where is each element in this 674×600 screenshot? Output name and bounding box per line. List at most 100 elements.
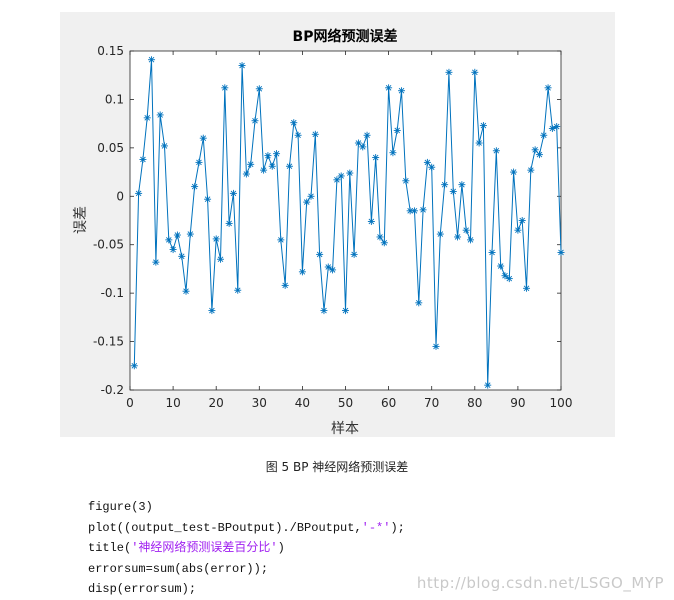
data-point-marker [540, 131, 548, 139]
data-point-marker [445, 68, 453, 76]
code-line-4: errorsum=sum(abs(error)); [88, 561, 269, 576]
data-point-marker [337, 172, 345, 180]
data-point-marker [389, 149, 397, 157]
data-point-marker [311, 130, 319, 138]
data-point-marker [208, 307, 216, 315]
data-point-marker [204, 195, 212, 203]
data-point-marker [492, 147, 500, 155]
data-point-marker [406, 207, 414, 215]
x-tick-label: 20 [209, 396, 224, 410]
plot-area [130, 51, 561, 390]
data-point-marker [152, 258, 160, 266]
data-point-marker [350, 250, 358, 258]
data-point-marker [160, 142, 168, 150]
data-point-marker [182, 287, 190, 295]
data-point-marker [553, 123, 561, 131]
data-point-marker [531, 146, 539, 154]
data-point-marker [466, 236, 474, 244]
x-tick-label: 10 [165, 396, 180, 410]
x-tick-label: 30 [252, 396, 267, 410]
data-point-marker [484, 381, 492, 389]
x-tick-label: 100 [550, 396, 573, 410]
data-point-marker [527, 166, 535, 174]
data-point-marker [385, 84, 393, 92]
code-line-3: title('神经网络预测误差百分比') [88, 541, 285, 555]
data-point-marker [380, 239, 388, 247]
data-point-marker [510, 168, 518, 176]
data-point-marker [212, 235, 220, 243]
x-axis-label: 样本 [331, 421, 359, 437]
y-tick-label: -0.2 [101, 383, 124, 397]
data-point-marker [393, 126, 401, 134]
data-point-marker [557, 248, 565, 256]
data-point-marker [303, 198, 311, 206]
data-point-marker [423, 158, 431, 166]
data-point-marker [135, 189, 143, 197]
data-point-marker [307, 192, 315, 200]
y-tick-label: 0 [116, 189, 124, 203]
data-point-marker [139, 155, 147, 163]
x-tick-label: 40 [295, 396, 310, 410]
data-point-marker [225, 219, 233, 227]
data-point-marker [441, 181, 449, 189]
x-tick-label: 60 [381, 396, 396, 410]
data-point-marker [247, 160, 255, 168]
code-line-3-string: '神经网络预测误差百分比' [131, 541, 278, 555]
code-line-2-string: '-*' [361, 520, 391, 535]
data-point-marker [454, 233, 462, 241]
x-tick-label: 50 [338, 396, 353, 410]
data-point-marker [251, 117, 259, 125]
data-point-marker [449, 187, 457, 195]
data-point-marker [544, 84, 552, 92]
data-point-marker [169, 246, 177, 254]
data-point-marker [191, 183, 199, 191]
data-point-marker [497, 262, 505, 270]
data-point-marker [165, 236, 173, 244]
data-point-marker [514, 226, 522, 234]
data-point-marker [402, 177, 410, 185]
data-point-marker [488, 248, 496, 256]
y-tick-label: -0.15 [93, 335, 124, 349]
code-line-3-post: ) [277, 541, 285, 555]
data-point-marker [281, 281, 289, 289]
data-point-marker [238, 62, 246, 70]
y-tick-label: 0.1 [105, 92, 124, 106]
data-point-marker [221, 84, 229, 92]
series-line [133, 59, 562, 386]
y-tick-label: -0.1 [101, 286, 124, 300]
data-point-marker [264, 152, 272, 160]
data-point-marker [436, 230, 444, 238]
figure-caption: 图 5 BP 神经网络预测误差 [265, 460, 409, 474]
data-point-marker [501, 272, 509, 280]
data-point-marker [372, 154, 380, 162]
watermark: http://blog.csdn.net/LSGO_MYP [416, 574, 664, 592]
code-line-2-post: ); [390, 520, 405, 535]
figure-window: BP网络预测误差 0 10 20 30 40 50 60 70 80 90 100 -0.2 -0.15… [60, 12, 615, 437]
data-point-marker [415, 299, 423, 307]
data-point-marker [535, 151, 543, 159]
data-point-marker [234, 286, 242, 294]
data-point-marker [471, 68, 479, 76]
x-tick-label: 90 [510, 396, 525, 410]
data-point-marker [523, 284, 531, 292]
y-axis-label: 误差 [73, 206, 89, 234]
data-point-marker [363, 131, 371, 139]
data-point-marker [324, 263, 332, 271]
data-point-marker [298, 268, 306, 276]
data-point-marker [290, 119, 298, 127]
data-point-marker [173, 231, 181, 239]
data-point-marker [479, 122, 487, 130]
data-point-marker [419, 206, 427, 214]
x-tick-label: 70 [424, 396, 439, 410]
y-tick-label: -0.05 [93, 238, 124, 252]
code-line-1: figure(3) [88, 500, 153, 514]
data-point-marker [242, 170, 250, 178]
y-tick-label: 0.05 [97, 141, 124, 155]
code-line-3-pre: title( [88, 541, 132, 555]
data-point-marker [268, 162, 276, 170]
data-point-marker [458, 181, 466, 189]
data-point-marker [260, 166, 268, 174]
data-point-marker [130, 362, 138, 370]
data-point-marker [367, 217, 375, 225]
data-point-marker [359, 143, 367, 151]
